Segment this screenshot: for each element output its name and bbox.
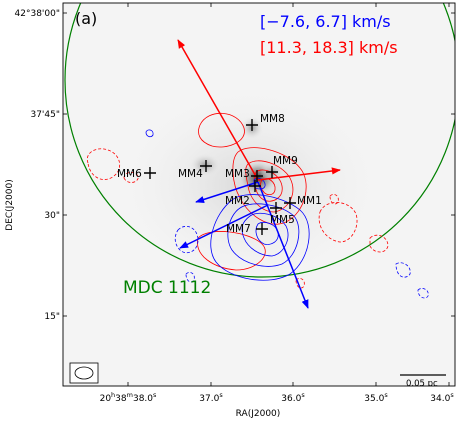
source-marker-mm3: [251, 170, 263, 182]
outflow-arrows: [177, 39, 341, 309]
y-tick-label-3: 15": [44, 312, 60, 322]
source-marker-mm5: [270, 202, 282, 214]
red-outflow-lobe-northwest: [177, 39, 259, 181]
source-marker-mm4: [200, 160, 212, 172]
x-tick-label-4: 34.0s: [430, 391, 454, 404]
y-tick-label-1: 37'45": [30, 110, 60, 120]
x-tick-label-1: 37.0s: [199, 391, 223, 404]
x-axis: 20h38m38.0s 37.0s 36.0s 35.0s 34.0s RA(J…: [100, 3, 454, 419]
continuum-emission-mm4: [189, 153, 221, 177]
source-label-mm9: MM9: [273, 155, 298, 167]
source-marker-mm8: [246, 119, 258, 131]
beam-box: [69, 362, 99, 384]
y-tick-label-0: 42°38'00": [15, 9, 60, 19]
source-marker-mm1: [284, 197, 296, 209]
source-marker-mm6: [144, 167, 156, 179]
y-axis: 42°38'00" 37'45" 30" 15" DEC(J2000): [5, 9, 455, 322]
source-label-mm5: MM5: [270, 214, 295, 226]
scale-bar-label: 0.05 pc: [406, 379, 438, 389]
plot-frame: [62, 2, 456, 387]
y-tick-marks: [63, 12, 455, 317]
blue-outflow-lobe-west: [195, 181, 259, 203]
x-tick-marks: [127, 3, 450, 386]
source-marker-mm9: [266, 166, 278, 178]
source-label-mm1: MM1: [297, 195, 322, 207]
source-label-mm8: MM8: [260, 113, 285, 125]
red-outflow-lobe-east: [257, 167, 341, 181]
source-label-mm4: MM4: [178, 168, 203, 180]
mdc-1112-boundary: [64, 3, 455, 278]
source-label-mm7: MM7: [226, 223, 251, 235]
region-label: MDC 1112: [123, 278, 211, 298]
blue-outflow-lobe-southwest: [179, 204, 269, 249]
source-marker-mm7: [256, 223, 268, 235]
beam-ellipse: [74, 366, 94, 380]
source-label-mm3: MM3: [225, 168, 250, 180]
blue-outflow-lobe-south: [257, 181, 309, 309]
x-axis-title: RA(J2000): [236, 409, 281, 419]
x-tick-label-3: 35.0s: [364, 391, 388, 404]
source-label-mm2: MM2: [225, 195, 250, 207]
velocity-range-red: [11.3, 18.3] km/s: [260, 38, 398, 57]
y-axis-title: DEC(J2000): [5, 179, 15, 230]
panel-label: (a): [75, 9, 97, 28]
source-marker-mm2: [249, 180, 261, 192]
plot-area: MM1 MM2 MM3 MM4 MM5 MM6 MM7 MM8 MM9 (a) [−7.6, 6…: [63, 3, 455, 389]
x-tick-label-2: 36.0s: [281, 391, 305, 404]
x-tick-label-0: 20h38m38.0s: [100, 391, 157, 404]
source-markers: MM1 MM2 MM3 MM4 MM5 MM6 MM7 MM8 MM9: [117, 113, 322, 235]
source-label-mm6: MM6: [117, 168, 142, 180]
y-tick-label-2: 30": [44, 211, 60, 221]
velocity-range-blue: [−7.6, 6.7] km/s: [260, 12, 391, 31]
